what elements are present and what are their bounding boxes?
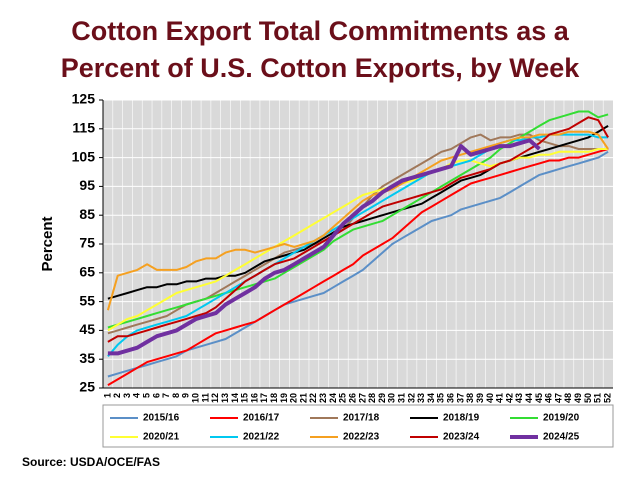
x-tick-label: 1 <box>102 393 112 398</box>
y-tick-label: 95 <box>79 177 95 193</box>
legend-label: 2015/16 <box>143 413 180 424</box>
x-tick-label: 11 <box>200 393 210 403</box>
x-tick-label: 38 <box>465 393 475 403</box>
y-tick-label: 115 <box>72 120 95 136</box>
x-tick-label: 37 <box>455 393 465 403</box>
series-line <box>107 150 609 378</box>
x-tick-label: 45 <box>534 393 544 403</box>
y-axis-label: Percent <box>39 216 56 271</box>
legend-label: 2024/25 <box>543 432 580 443</box>
x-tick-label: 24 <box>328 393 338 403</box>
legend-label: 2017/18 <box>343 413 380 424</box>
y-tick-label: 25 <box>79 379 95 395</box>
x-tick-label: 17 <box>259 393 269 403</box>
legend-label: 2018/19 <box>443 413 480 424</box>
x-tick-label: 9 <box>181 393 191 398</box>
x-tick-label: 2 <box>112 393 122 398</box>
x-tick-label: 35 <box>436 393 446 403</box>
x-tick-label: 22 <box>308 393 318 403</box>
series-line <box>107 116 609 343</box>
chart-title: Percent of U.S. Cotton Exports, by Week <box>61 53 581 83</box>
x-tick-label: 23 <box>318 393 328 403</box>
x-tick-label: 50 <box>583 393 593 403</box>
legend-label: 2021/22 <box>243 432 280 443</box>
x-tick-label: 43 <box>514 393 524 403</box>
x-tick-label: 25 <box>338 393 348 403</box>
x-tick-label: 4 <box>132 393 142 398</box>
x-tick-label: 19 <box>279 393 289 403</box>
x-tick-label: 14 <box>230 393 240 403</box>
y-tick-label: 55 <box>79 292 95 308</box>
y-tick-label: 85 <box>79 206 95 222</box>
series-line <box>107 138 541 356</box>
x-tick-label: 31 <box>397 393 407 403</box>
series-line <box>107 148 609 332</box>
x-tick-label: 6 <box>151 393 161 398</box>
x-tick-label: 40 <box>485 393 495 403</box>
x-tick-label: 42 <box>504 393 514 403</box>
x-tick-label: 47 <box>553 393 563 403</box>
legend-label: 2022/23 <box>343 432 380 443</box>
x-tick-label: 49 <box>573 393 583 403</box>
x-tick-label: 51 <box>593 393 603 403</box>
y-tick-label: 105 <box>72 148 96 164</box>
x-tick-label: 44 <box>524 393 534 403</box>
x-tick-label: 3 <box>122 393 132 398</box>
series-line <box>107 125 609 300</box>
legend-label: 2020/21 <box>143 432 180 443</box>
x-tick-label: 21 <box>298 393 308 403</box>
legend-label: 2023/24 <box>443 432 480 443</box>
y-tick-label: 65 <box>79 264 95 280</box>
chart-title: Cotton Export Total Commitments as a <box>71 16 570 46</box>
x-tick-label: 41 <box>495 393 505 403</box>
series-line <box>107 133 609 357</box>
series-line <box>107 148 609 386</box>
x-tick-label: 7 <box>161 393 171 398</box>
x-tick-label: 5 <box>142 393 152 398</box>
x-tick-label: 26 <box>347 393 357 403</box>
x-tick-label: 34 <box>426 393 436 403</box>
x-tick-label: 8 <box>171 393 181 398</box>
x-tick-label: 18 <box>269 393 279 403</box>
x-tick-label: 33 <box>416 393 426 403</box>
x-tick-label: 27 <box>357 393 367 403</box>
x-tick-label: 20 <box>289 393 299 403</box>
x-tick-label: 52 <box>602 393 612 403</box>
x-tick-label: 46 <box>544 393 554 403</box>
x-tick-label: 32 <box>406 393 416 403</box>
source: Source: USDA/OCE/FAS <box>22 455 160 469</box>
x-tick-label: 12 <box>210 393 220 403</box>
x-tick-label: 48 <box>563 393 573 403</box>
x-tick-label: 36 <box>446 393 456 403</box>
y-tick-label: 45 <box>79 321 95 337</box>
legend-label: 2019/20 <box>543 413 580 424</box>
x-tick-label: 29 <box>377 393 387 403</box>
y-tick-label: 125 <box>72 91 96 107</box>
series-line <box>106 130 609 311</box>
y-tick-label: 75 <box>79 235 95 251</box>
x-tick-label: 28 <box>367 393 377 403</box>
series-line <box>107 110 609 329</box>
x-tick-label: 15 <box>240 393 250 403</box>
legend-label: 2016/17 <box>243 413 280 424</box>
x-tick-label: 30 <box>387 393 397 403</box>
x-tick-label: 16 <box>249 393 259 403</box>
legend-box <box>102 404 614 448</box>
x-tick-label: 13 <box>220 393 230 403</box>
y-tick-label: 35 <box>79 350 95 366</box>
x-tick-label: 39 <box>475 393 485 403</box>
x-tick-label: 10 <box>191 393 201 403</box>
